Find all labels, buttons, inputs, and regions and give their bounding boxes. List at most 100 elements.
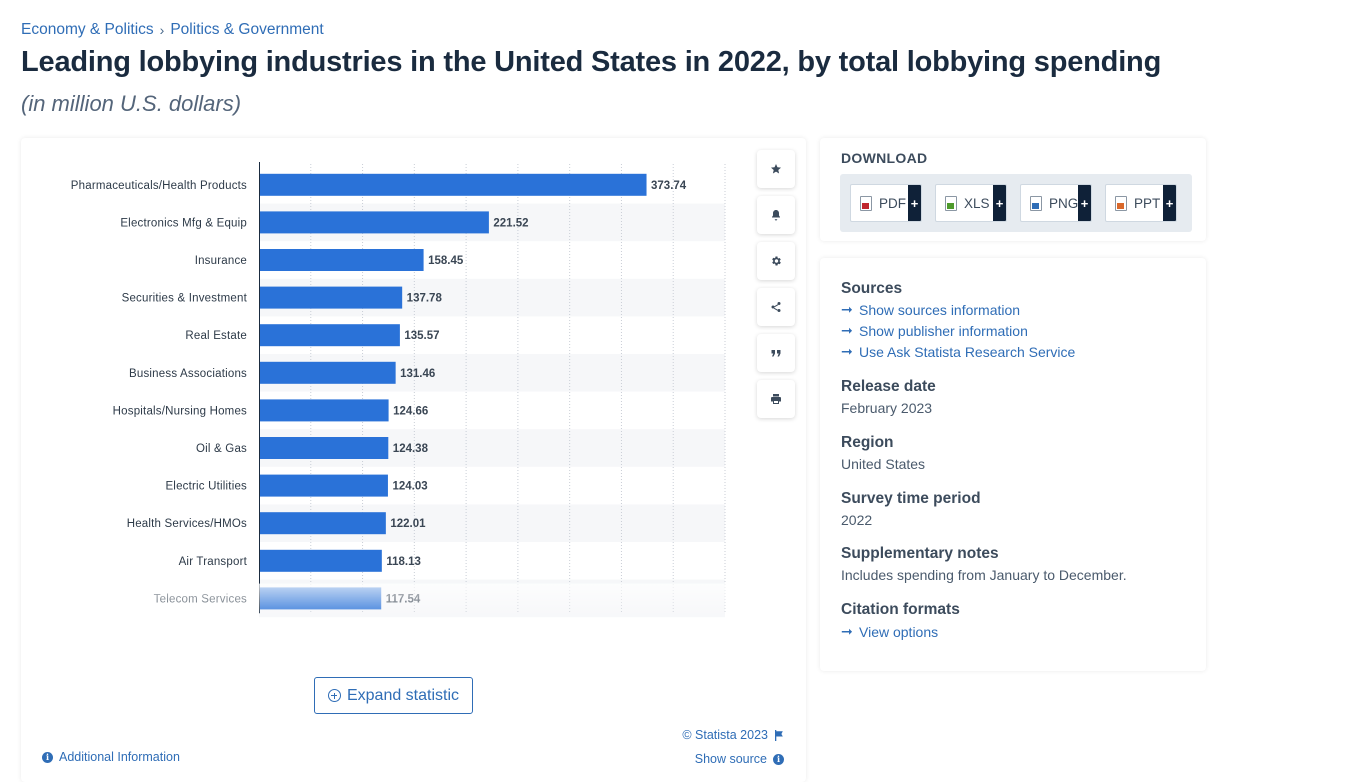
arrow-right-icon: ➞ — [841, 623, 853, 639]
download-ppt-label: PPT — [1134, 195, 1161, 211]
share-icon — [771, 302, 781, 312]
breadcrumb-separator: › — [159, 22, 165, 38]
copyright-label: © Statista 2023 — [682, 728, 768, 742]
download-xls-button[interactable]: XLS + — [935, 184, 1007, 222]
plus-icon: + — [1163, 185, 1176, 221]
supplementary-notes-value: Includes spending from January to Decemb… — [841, 567, 1127, 583]
category-label: Securities & Investment — [122, 293, 248, 305]
print-button[interactable] — [757, 380, 795, 418]
category-label: Hospitals/Nursing Homes — [113, 405, 247, 417]
bar-chart: Pharmaceuticals/Health Products Electroni… — [21, 162, 761, 622]
plus-icon: + — [993, 185, 1006, 221]
citation-section: Citation formats ➞ View options — [841, 601, 960, 640]
statistic-info-card: Sources ➞ Show sources information ➞ Sho… — [820, 258, 1206, 671]
chart-area: Pharmaceuticals/Health Products Electroni… — [21, 138, 761, 628]
settings-button[interactable] — [757, 242, 795, 280]
category-label: Pharmaceuticals/Health Products — [71, 180, 247, 192]
download-png-button[interactable]: PNG + — [1020, 184, 1092, 222]
show-publisher-link[interactable]: ➞ Show publisher information — [841, 322, 1075, 339]
survey-period-section: Survey time period 2022 — [841, 490, 981, 528]
category-label: Insurance — [195, 255, 247, 267]
plus-icon: + — [908, 185, 921, 221]
plus-icon: + — [1078, 185, 1091, 221]
download-pdf-button[interactable]: PDF + — [850, 184, 922, 222]
bar[interactable] — [259, 324, 400, 347]
ppt-file-icon — [1115, 195, 1127, 211]
png-file-icon — [1030, 195, 1042, 211]
sources-section: Sources ➞ Show sources information ➞ Sho… — [841, 280, 1075, 360]
xls-file-icon — [945, 195, 957, 211]
pdf-file-icon — [860, 195, 872, 211]
value-label: 221.52 — [493, 217, 528, 229]
release-date-heading: Release date — [841, 378, 936, 395]
bar[interactable] — [259, 361, 396, 384]
value-label: 158.45 — [428, 255, 464, 267]
download-tray: PDF + XLS + PNG + PPT + — [840, 174, 1192, 232]
plus-circle-icon — [327, 689, 341, 702]
expand-statistic-button[interactable]: Expand statistic — [314, 677, 473, 714]
release-date-section: Release date February 2023 — [841, 378, 936, 416]
arrow-right-icon: ➞ — [841, 301, 853, 317]
bell-icon — [772, 210, 780, 221]
value-label: 137.78 — [407, 293, 443, 305]
citation-heading: Citation formats — [841, 601, 960, 618]
chart-toolbar — [757, 150, 797, 426]
region-value: United States — [841, 456, 926, 472]
download-xls-label: XLS — [964, 195, 990, 211]
region-section: Region United States — [841, 434, 925, 472]
share-button[interactable] — [757, 288, 795, 326]
breadcrumb: Economy & Politics › Politics & Governme… — [21, 21, 324, 39]
show-source-link[interactable]: Show source i — [695, 752, 784, 766]
value-label: 373.74 — [651, 180, 687, 192]
supplementary-notes-heading: Supplementary notes — [841, 545, 999, 562]
category-label: Oil & Gas — [196, 443, 247, 455]
chart-card: Pharmaceuticals/Health Products Electroni… — [21, 138, 806, 782]
survey-period-heading: Survey time period — [841, 490, 981, 507]
view-options-label: View options — [859, 623, 939, 640]
value-label: 135.57 — [404, 330, 439, 342]
download-png-label: PNG — [1049, 195, 1079, 211]
cite-button[interactable] — [757, 334, 795, 372]
arrow-right-icon: ➞ — [841, 322, 853, 338]
copyright-link[interactable]: © Statista 2023 — [682, 728, 784, 742]
info-icon: i — [42, 751, 53, 763]
bar[interactable] — [259, 211, 489, 234]
breadcrumb-item-politics-government[interactable]: Politics & Government — [170, 21, 324, 38]
star-icon — [771, 164, 781, 174]
value-label: 122.01 — [390, 518, 426, 530]
bar[interactable] — [259, 512, 386, 535]
category-label: Electronics Mfg & Equip — [120, 217, 247, 229]
bar[interactable] — [259, 549, 382, 572]
bar[interactable] — [259, 437, 389, 459]
breadcrumb-item-economy-politics[interactable]: Economy & Politics — [21, 21, 154, 38]
print-icon — [771, 394, 781, 404]
arrow-right-icon: ➞ — [841, 343, 853, 359]
favorite-button[interactable] — [757, 150, 795, 188]
bar[interactable] — [259, 249, 424, 271]
category-label: Real Estate — [185, 330, 247, 342]
download-ppt-button[interactable]: PPT + — [1105, 184, 1177, 222]
view-options-link[interactable]: ➞ View options — [841, 623, 960, 640]
supplementary-notes-section: Supplementary notes Includes spending fr… — [841, 545, 1127, 583]
bar[interactable] — [259, 474, 388, 497]
category-label: Health Services/HMOs — [127, 518, 247, 530]
info-icon: i — [773, 753, 784, 765]
page-title: Leading lobbying industries in the Unite… — [21, 46, 1162, 78]
research-service-link[interactable]: ➞ Use Ask Statista Research Service — [841, 343, 1075, 360]
bar[interactable] — [259, 399, 389, 422]
region-heading: Region — [841, 434, 894, 451]
value-label: 118.13 — [386, 556, 421, 568]
expand-statistic-label: Expand statistic — [346, 686, 460, 704]
bar[interactable] — [259, 286, 403, 309]
show-sources-label: Show sources information — [859, 301, 1021, 318]
survey-period-value: 2022 — [841, 512, 873, 528]
additional-information-link[interactable]: i Additional Information — [42, 750, 180, 764]
category-label: Business Associations — [129, 368, 247, 380]
value-label: 124.03 — [392, 481, 427, 493]
show-sources-link[interactable]: ➞ Show sources information — [841, 301, 1075, 318]
notification-button[interactable] — [757, 196, 795, 234]
quote-icon — [771, 350, 781, 357]
bar[interactable] — [259, 173, 647, 196]
category-label: Electric Utilities — [165, 481, 247, 493]
gear-icon — [772, 256, 781, 266]
